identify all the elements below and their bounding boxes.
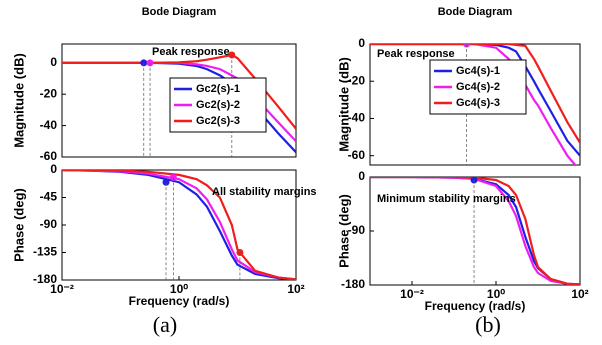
- y-tick-label: -45: [40, 190, 58, 204]
- x-axis-label: Frequency (rad/s): [425, 299, 526, 313]
- series-line: [62, 170, 296, 280]
- x-tick-label: 10⁻²: [50, 282, 74, 296]
- annotation: Peak response: [377, 48, 455, 60]
- y-tick-label: 0: [358, 36, 365, 50]
- y-tick-label: -90: [348, 223, 366, 237]
- legend-label: Gc4(s)-2: [456, 81, 500, 93]
- y-tick-label: -20: [40, 86, 58, 100]
- y-tick-label: -180: [33, 272, 57, 286]
- y-tick-label: -60: [40, 149, 58, 163]
- y-tick-label: 0: [358, 169, 365, 183]
- y-tick-label: -60: [348, 148, 366, 162]
- x-tick-label: 10⁰: [487, 287, 505, 301]
- x-tick-label: 10⁻²: [400, 287, 424, 301]
- legend-box: [169, 77, 267, 133]
- legend-label: Gc4(s)-1: [456, 65, 500, 77]
- x-tick-label: 10²: [287, 282, 304, 296]
- x-axis-label: Frequency (rad/s): [129, 294, 230, 308]
- y-tick-label: 0: [50, 55, 57, 69]
- caption: (b): [475, 312, 501, 337]
- x-tick-label: 10⁰: [170, 282, 188, 296]
- legend-label: Gc2(s)-2: [196, 99, 240, 111]
- plot-lines: [370, 177, 580, 285]
- y-tick-label: 0: [50, 162, 57, 176]
- y-tick-label: -135: [33, 245, 57, 259]
- series-line: [370, 44, 580, 157]
- annotation: Peak response: [152, 46, 230, 58]
- y-axis-label: Phase (deg): [11, 188, 26, 262]
- legend-label: Gc4(s)-3: [456, 97, 500, 109]
- y-tick-label: -180: [341, 277, 365, 291]
- point-marker: [140, 59, 148, 67]
- y-tick-label: -40: [40, 118, 58, 132]
- point-marker: [146, 59, 154, 67]
- y-tick-label: -40: [348, 111, 366, 125]
- chart-title: Bode Diagram: [438, 6, 513, 18]
- x-tick-label: 10²: [571, 287, 588, 301]
- caption: (a): [153, 312, 177, 337]
- y-axis-label: Magnitude (dB): [336, 57, 351, 152]
- y-axis-label: Phase (deg): [336, 194, 351, 268]
- series-line: [370, 177, 580, 285]
- plot-area: [61, 169, 297, 281]
- y-tick-label: -20: [348, 73, 366, 87]
- annotation: All stability margins: [212, 186, 317, 198]
- chart-title: Bode Diagram: [142, 6, 217, 18]
- legend-label: Gc2(s)-3: [196, 115, 240, 127]
- y-axis-label: Magnitude (dB): [11, 53, 26, 148]
- plot-area: [369, 176, 581, 286]
- annotation: Minimum stability margins: [377, 193, 516, 205]
- series-line: [370, 44, 580, 144]
- legend-label: Gc2(s)-1: [196, 83, 240, 95]
- y-tick-label: -90: [40, 217, 58, 231]
